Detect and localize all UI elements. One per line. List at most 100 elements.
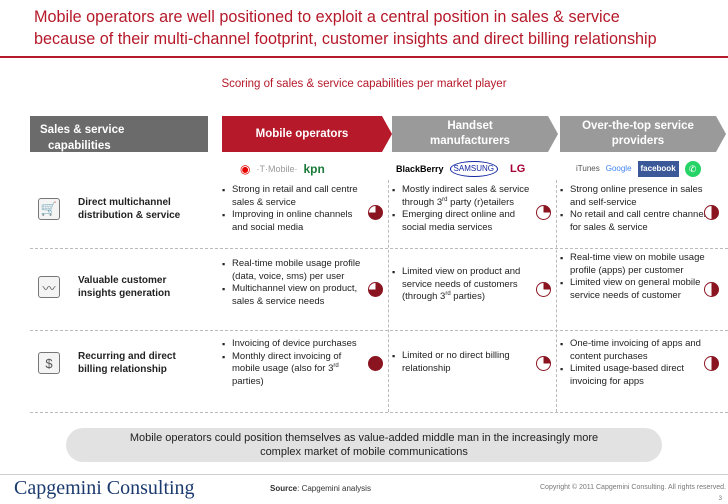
capability-label-line2: billing relationship — [78, 364, 167, 375]
score-ball-r1-handset — [536, 205, 551, 220]
score-ball-r3-mobile — [368, 356, 383, 371]
capability-customer-insights: 〰 Valuable customer insights generation — [38, 268, 212, 306]
capgemini-logo: Capgemini Consulting — [14, 477, 195, 499]
cell-r3-ott: One-time invoicing of apps and content p… — [560, 338, 716, 388]
score-ball-r3-ott — [704, 356, 719, 371]
title-line-1: Mobile operators are well positioned to … — [34, 8, 620, 26]
bullet-list: Mostly indirect sales & service through … — [392, 184, 536, 234]
bullet-item: Multichannel view on product, sales & se… — [222, 283, 368, 308]
billing-icon: $ — [38, 352, 60, 374]
page-number: 3 — [718, 496, 722, 502]
score-ball-r2-mobile — [368, 282, 383, 297]
column-header-handset-line2: manufacturers — [430, 135, 510, 147]
slide-title: Mobile operators are well positioned to … — [34, 6, 724, 50]
cell-r2-ott: Real-time view on mobile usage profile (… — [560, 252, 716, 302]
vodafone-logo: ◉ — [240, 162, 251, 176]
google-logo: Google — [605, 164, 632, 173]
whatsapp-logo: ✆ — [684, 161, 701, 177]
column-header-ott-line2: providers — [611, 135, 665, 147]
column-header-handset-manufacturers: Handset manufacturers — [392, 116, 558, 152]
title-rule — [0, 56, 728, 58]
capability-billing-relationship: $ Recurring and direct billing relations… — [38, 344, 212, 382]
column-header-handset-line1: Handset — [447, 120, 493, 132]
itunes-logo: iTunes — [576, 164, 600, 173]
bullet-list: Invoicing of device purchasesMonthly dir… — [222, 338, 368, 388]
bullet-item: Limited usage-based direct invoicing for… — [560, 363, 716, 388]
cell-r3-handset: Limited or no direct billing relationshi… — [392, 350, 536, 375]
bullet-item: Monthly direct invoicing of mobile usage… — [222, 351, 368, 389]
conclusion-line2: complex market of mobile communications — [260, 446, 468, 458]
bullet-list: Real-time mobile usage profile (data, vo… — [222, 258, 368, 308]
bullet-item: Real-time view on mobile usage profile (… — [560, 252, 716, 277]
conclusion-line1: Mobile operators could position themselv… — [129, 432, 599, 444]
cell-r1-handset: Mostly indirect sales & service through … — [392, 184, 536, 234]
cell-r2-handset: Limited view on product and service need… — [392, 266, 536, 304]
column-header-ott-providers: Over-the-top service providers — [560, 116, 726, 152]
source-note: Source: Capgemini analysis — [270, 484, 371, 493]
column-divider — [556, 180, 557, 412]
bullet-item: Limited view on general mobile service n… — [560, 277, 716, 302]
chart-icon: 〰 — [38, 276, 60, 298]
score-ball-r2-ott — [704, 282, 719, 297]
title-line-2: because of their multi-channel footprint… — [34, 30, 657, 48]
bullet-item: Improving in online channels and social … — [222, 209, 368, 234]
column-header-ott-line1: Over-the-top service — [582, 120, 694, 132]
bullet-list: Limited or no direct billing relationshi… — [392, 350, 536, 375]
cell-r1-mobile: Strong in retail and call centre sales &… — [222, 184, 368, 234]
capability-label: Recurring and direct billing relationshi… — [78, 350, 176, 376]
bullet-item: Strong in retail and call centre sales &… — [222, 184, 368, 209]
row-divider — [30, 248, 728, 249]
score-ball-r1-ott — [704, 205, 719, 220]
capability-label: Direct multichannel distribution & servi… — [78, 196, 180, 222]
capability-label-line1: Valuable customer — [78, 275, 167, 286]
bullet-item: Limited or no direct billing relationshi… — [392, 350, 536, 375]
column-divider — [388, 180, 389, 412]
samsung-logo: SAMSUNG — [449, 161, 498, 177]
ott-logos: iTunes Google facebook ✆ — [576, 158, 724, 180]
tmobile-logo: ·T·Mobile· — [256, 164, 298, 174]
bullet-list: Limited view on product and service need… — [392, 266, 536, 304]
lg-logo: LG — [509, 163, 526, 175]
bullet-item: Limited view on product and service need… — [392, 266, 536, 304]
column-header-mobile-operators: Mobile operators — [222, 116, 392, 152]
capability-label-line2: insights generation — [78, 288, 171, 299]
source-label: Source — [270, 484, 298, 493]
row-divider — [30, 412, 728, 413]
bullet-item: Strong online presence in sales and self… — [560, 184, 716, 209]
bullet-item: No retail and call centre channel for sa… — [560, 209, 716, 234]
bullet-list: Strong online presence in sales and self… — [560, 184, 716, 234]
bullet-item: Real-time mobile usage profile (data, vo… — [222, 258, 368, 283]
copyright: Copyright © 2011 Capgemini Consulting. A… — [540, 484, 726, 491]
column-header-mobile-label: Mobile operators — [255, 127, 349, 140]
bullet-item: Emerging direct online and social media … — [392, 209, 536, 234]
capability-label-line2: distribution & service — [78, 210, 181, 221]
capabilities-header: Sales & service capabilities — [30, 116, 208, 152]
bullet-item: One-time invoicing of apps and content p… — [560, 338, 716, 363]
cell-r1-ott: Strong online presence in sales and self… — [560, 184, 716, 234]
conclusion-banner: Mobile operators could position themselv… — [66, 428, 662, 462]
capabilities-header-line1: Sales & service — [40, 124, 125, 136]
bullet-item: Mostly indirect sales & service through … — [392, 184, 536, 209]
source-text: : Capgemini analysis — [297, 484, 371, 493]
bullet-list: One-time invoicing of apps and content p… — [560, 338, 716, 388]
kpn-logo: kpn — [303, 162, 325, 176]
score-ball-r3-handset — [536, 356, 551, 371]
blackberry-logo: BlackBerry — [396, 164, 444, 174]
capability-label-line1: Recurring and direct — [78, 351, 176, 362]
bullet-list: Real-time view on mobile usage profile (… — [560, 252, 716, 302]
score-ball-r2-handset — [536, 282, 551, 297]
capability-label: Valuable customer insights generation — [78, 274, 170, 300]
cell-r3-mobile: Invoicing of device purchasesMonthly dir… — [222, 338, 368, 388]
score-ball-r1-mobile — [368, 205, 383, 220]
bullet-item: Invoicing of device purchases — [222, 338, 368, 351]
cart-icon: 🛒 — [38, 198, 60, 220]
handset-logos: BlackBerry SAMSUNG LG — [396, 158, 556, 180]
row-divider — [30, 330, 728, 331]
subtitle: Scoring of sales & service capabilities … — [221, 78, 507, 90]
footer-rule — [0, 474, 728, 475]
facebook-logo: facebook — [637, 161, 679, 177]
mobile-operator-logos: ◉ ·T·Mobile· kpn — [240, 158, 380, 180]
capabilities-header-line2: capabilities — [48, 140, 111, 152]
cell-r2-mobile: Real-time mobile usage profile (data, vo… — [222, 258, 368, 308]
capability-label-line1: Direct multichannel — [78, 197, 171, 208]
